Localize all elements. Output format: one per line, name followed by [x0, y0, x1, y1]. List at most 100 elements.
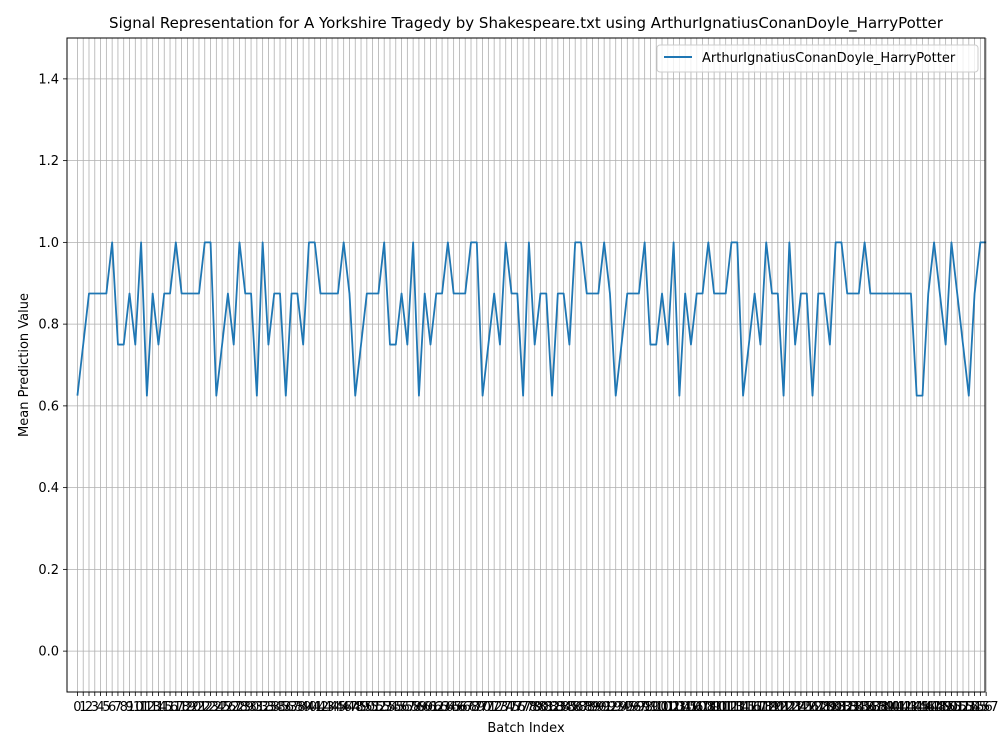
x-tick-label: 81	[538, 700, 555, 715]
x-tick-label: 117	[742, 700, 767, 715]
x-tick-label: 66	[451, 700, 468, 715]
x-tick-label: 72	[486, 700, 503, 715]
x-tick-label: 136	[852, 700, 877, 715]
x-tick-label: 53	[376, 700, 393, 715]
x-tick-label: 26	[220, 700, 237, 715]
x-tick-label: 59	[411, 700, 428, 715]
x-tick-label: 5	[102, 700, 110, 715]
x-tick-label: 74	[497, 700, 514, 715]
x-tick-label: 157	[974, 700, 999, 715]
x-tick-label: 148	[922, 700, 947, 715]
x-tick-label: 95	[619, 700, 636, 715]
x-tick-label: 122	[771, 700, 796, 715]
x-tick-label: 134	[841, 700, 866, 715]
x-tick-label: 73	[492, 700, 509, 715]
x-tick-label: 89	[584, 700, 601, 715]
x-tick-label: 90	[590, 700, 607, 715]
x-tick-label: 64	[440, 700, 457, 715]
x-tick-label: 119	[754, 700, 779, 715]
x-tick-label: 38	[289, 700, 306, 715]
x-tick-label: 21	[191, 700, 208, 715]
x-tick-label: 57	[399, 700, 416, 715]
x-tick-label: 111	[707, 700, 732, 715]
x-tick-label: 115	[731, 700, 756, 715]
x-tick-label: 19	[179, 700, 196, 715]
x-tick-label: 121	[765, 700, 790, 715]
x-tick-label: 91	[596, 700, 613, 715]
x-tick-label: 4	[96, 700, 104, 715]
x-tick-label: 63	[434, 700, 451, 715]
x-tick-label: 129	[812, 700, 837, 715]
x-tick-label: 28	[231, 700, 248, 715]
x-tick-label: 44	[324, 700, 341, 715]
x-tick-label: 156	[968, 700, 993, 715]
x-tick-label: 22	[196, 700, 213, 715]
x-tick-label: 131	[823, 700, 848, 715]
x-tick-label: 149	[927, 700, 952, 715]
x-tick-label: 125	[789, 700, 814, 715]
x-tick-label: 137	[858, 700, 883, 715]
x-tick-label: 13	[144, 700, 161, 715]
x-tick-label: 94	[613, 700, 630, 715]
x-tick-label: 7	[114, 700, 122, 715]
x-tick-label: 113	[719, 700, 744, 715]
x-tick-label: 100	[644, 700, 669, 715]
x-tick-label: 98	[636, 700, 653, 715]
x-tick-label: 49	[353, 700, 370, 715]
y-tick-label: 0.6	[38, 399, 59, 414]
x-tick-label: 155	[962, 700, 987, 715]
x-tick-label: 16	[162, 700, 179, 715]
x-tick-label: 152	[945, 700, 970, 715]
x-tick-label: 52	[370, 700, 387, 715]
x-tick-label: 8	[120, 700, 128, 715]
x-tick-label: 139	[870, 700, 895, 715]
x-tick-label: 29	[237, 700, 254, 715]
x-tick-label: 146	[910, 700, 935, 715]
x-tick-label: 147	[916, 700, 941, 715]
x-tick-label: 107	[684, 700, 709, 715]
x-tick-label: 108	[690, 700, 715, 715]
x-tick-label: 96	[625, 700, 642, 715]
x-tick-label: 40	[301, 700, 318, 715]
x-tick-label: 42	[312, 700, 329, 715]
x-tick-label: 140	[875, 700, 900, 715]
x-tick-label: 71	[480, 700, 497, 715]
x-tick-label: 46	[335, 700, 352, 715]
x-tick-label: 123	[777, 700, 802, 715]
x-tick-label: 78	[521, 700, 538, 715]
x-tick-label: 106	[679, 700, 704, 715]
x-tick-label: 87	[573, 700, 590, 715]
x-tick-label: 65	[445, 700, 462, 715]
x-tick-label: 109	[696, 700, 721, 715]
y-tick-label: 0.8	[38, 318, 59, 333]
x-gridlines	[77, 38, 987, 692]
x-tick-label: 97	[631, 700, 648, 715]
y-tick-label: 1.4	[38, 72, 59, 87]
x-tick-label: 61	[422, 700, 439, 715]
x-tick-label: 133	[835, 700, 860, 715]
x-tick-label: 31	[249, 700, 266, 715]
x-tick-label: 103	[661, 700, 686, 715]
x-tick-label: 34	[266, 700, 283, 715]
x-tick-label: 39	[295, 700, 312, 715]
x-tick-label: 110	[702, 700, 727, 715]
x-tick-label: 128	[806, 700, 831, 715]
x-tick-label: 101	[650, 700, 675, 715]
legend-entry-label: ArthurIgnatiusConanDoyle_HarryPotter	[702, 51, 956, 66]
x-tick-label: 118	[748, 700, 773, 715]
y-tick-label: 0.2	[38, 563, 59, 578]
x-tick-label: 33	[260, 700, 277, 715]
x-tick-label: 51	[364, 700, 381, 715]
x-tick-label: 3	[91, 700, 99, 715]
x-tick-label: 143	[893, 700, 918, 715]
x-tick-label: 6	[108, 700, 116, 715]
x-tick-label: 76	[509, 700, 526, 715]
series-layer	[76, 241, 987, 397]
x-tick-label: 88	[579, 700, 596, 715]
x-tick-label: 68	[463, 700, 480, 715]
x-tick-label: 141	[881, 700, 906, 715]
y-axis-ticks: 0.0 0.2 0.4 0.6 0.8 1.0 1.2 1.4	[38, 72, 67, 660]
x-tick-label: 154	[956, 700, 981, 715]
x-tick-label: 151	[939, 700, 964, 715]
